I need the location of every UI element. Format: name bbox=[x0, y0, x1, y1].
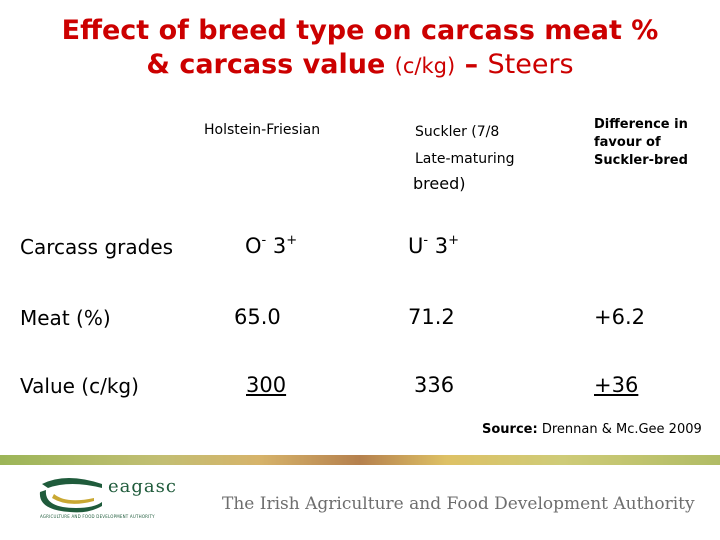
title-dash: – bbox=[455, 49, 488, 80]
slide-title: Effect of breed type on carcass meat % &… bbox=[0, 14, 720, 83]
cell-suckler-grade: U- 3+ bbox=[408, 233, 460, 258]
cell-diff-value: +36 bbox=[594, 373, 639, 397]
source-citation: Source: Drennan & Mc.Gee 2009 bbox=[482, 422, 702, 437]
cell-suckler-meat: 71.2 bbox=[408, 305, 455, 329]
row-label-meat: Meat (%) bbox=[20, 306, 111, 330]
cell-diff-meat: +6.2 bbox=[594, 305, 645, 329]
header-suckler-line-2: Late-maturing bbox=[415, 151, 515, 167]
title-line-1: Effect of breed type on carcass meat % bbox=[61, 15, 659, 46]
logo-tagline: AGRICULTURE AND FOOD DEVELOPMENT AUTHORI… bbox=[40, 514, 155, 519]
footer-color-bar bbox=[0, 455, 720, 465]
footer-tagline: The Irish Agriculture and Food Developme… bbox=[222, 494, 695, 514]
row-label-value: Value (c/kg) bbox=[20, 374, 139, 398]
logo-wordmark: eagasc bbox=[108, 476, 177, 497]
cell-holstein-meat: 65.0 bbox=[234, 305, 281, 329]
logo-swoosh-icon bbox=[39, 478, 102, 513]
header-suckler-line-3: breed) bbox=[413, 174, 466, 193]
row-label-grades: Carcass grades bbox=[20, 235, 174, 259]
header-diff-line-2: favour of bbox=[594, 135, 661, 150]
cell-holstein-value: 300 bbox=[246, 373, 287, 397]
teagasc-logo: eagasc AGRICULTURE AND FOOD DEVELOPMENT … bbox=[36, 474, 176, 524]
title-steers: Steers bbox=[487, 49, 574, 80]
title-line-2-bold: & carcass value bbox=[146, 49, 386, 80]
cell-suckler-value: 336 bbox=[414, 373, 455, 397]
header-suckler-line-1: Suckler (7/8 bbox=[415, 124, 500, 140]
header-diff-line-3: Suckler-bred bbox=[594, 153, 688, 168]
title-line-2: & carcass value (c/kg) – Steers bbox=[0, 48, 720, 83]
header-holstein: Holstein-Friesian bbox=[204, 122, 321, 138]
title-unit: (c/kg) bbox=[394, 54, 456, 78]
cell-holstein-grade: O- 3+ bbox=[245, 233, 298, 258]
header-diff-line-1: Difference in bbox=[594, 117, 688, 132]
